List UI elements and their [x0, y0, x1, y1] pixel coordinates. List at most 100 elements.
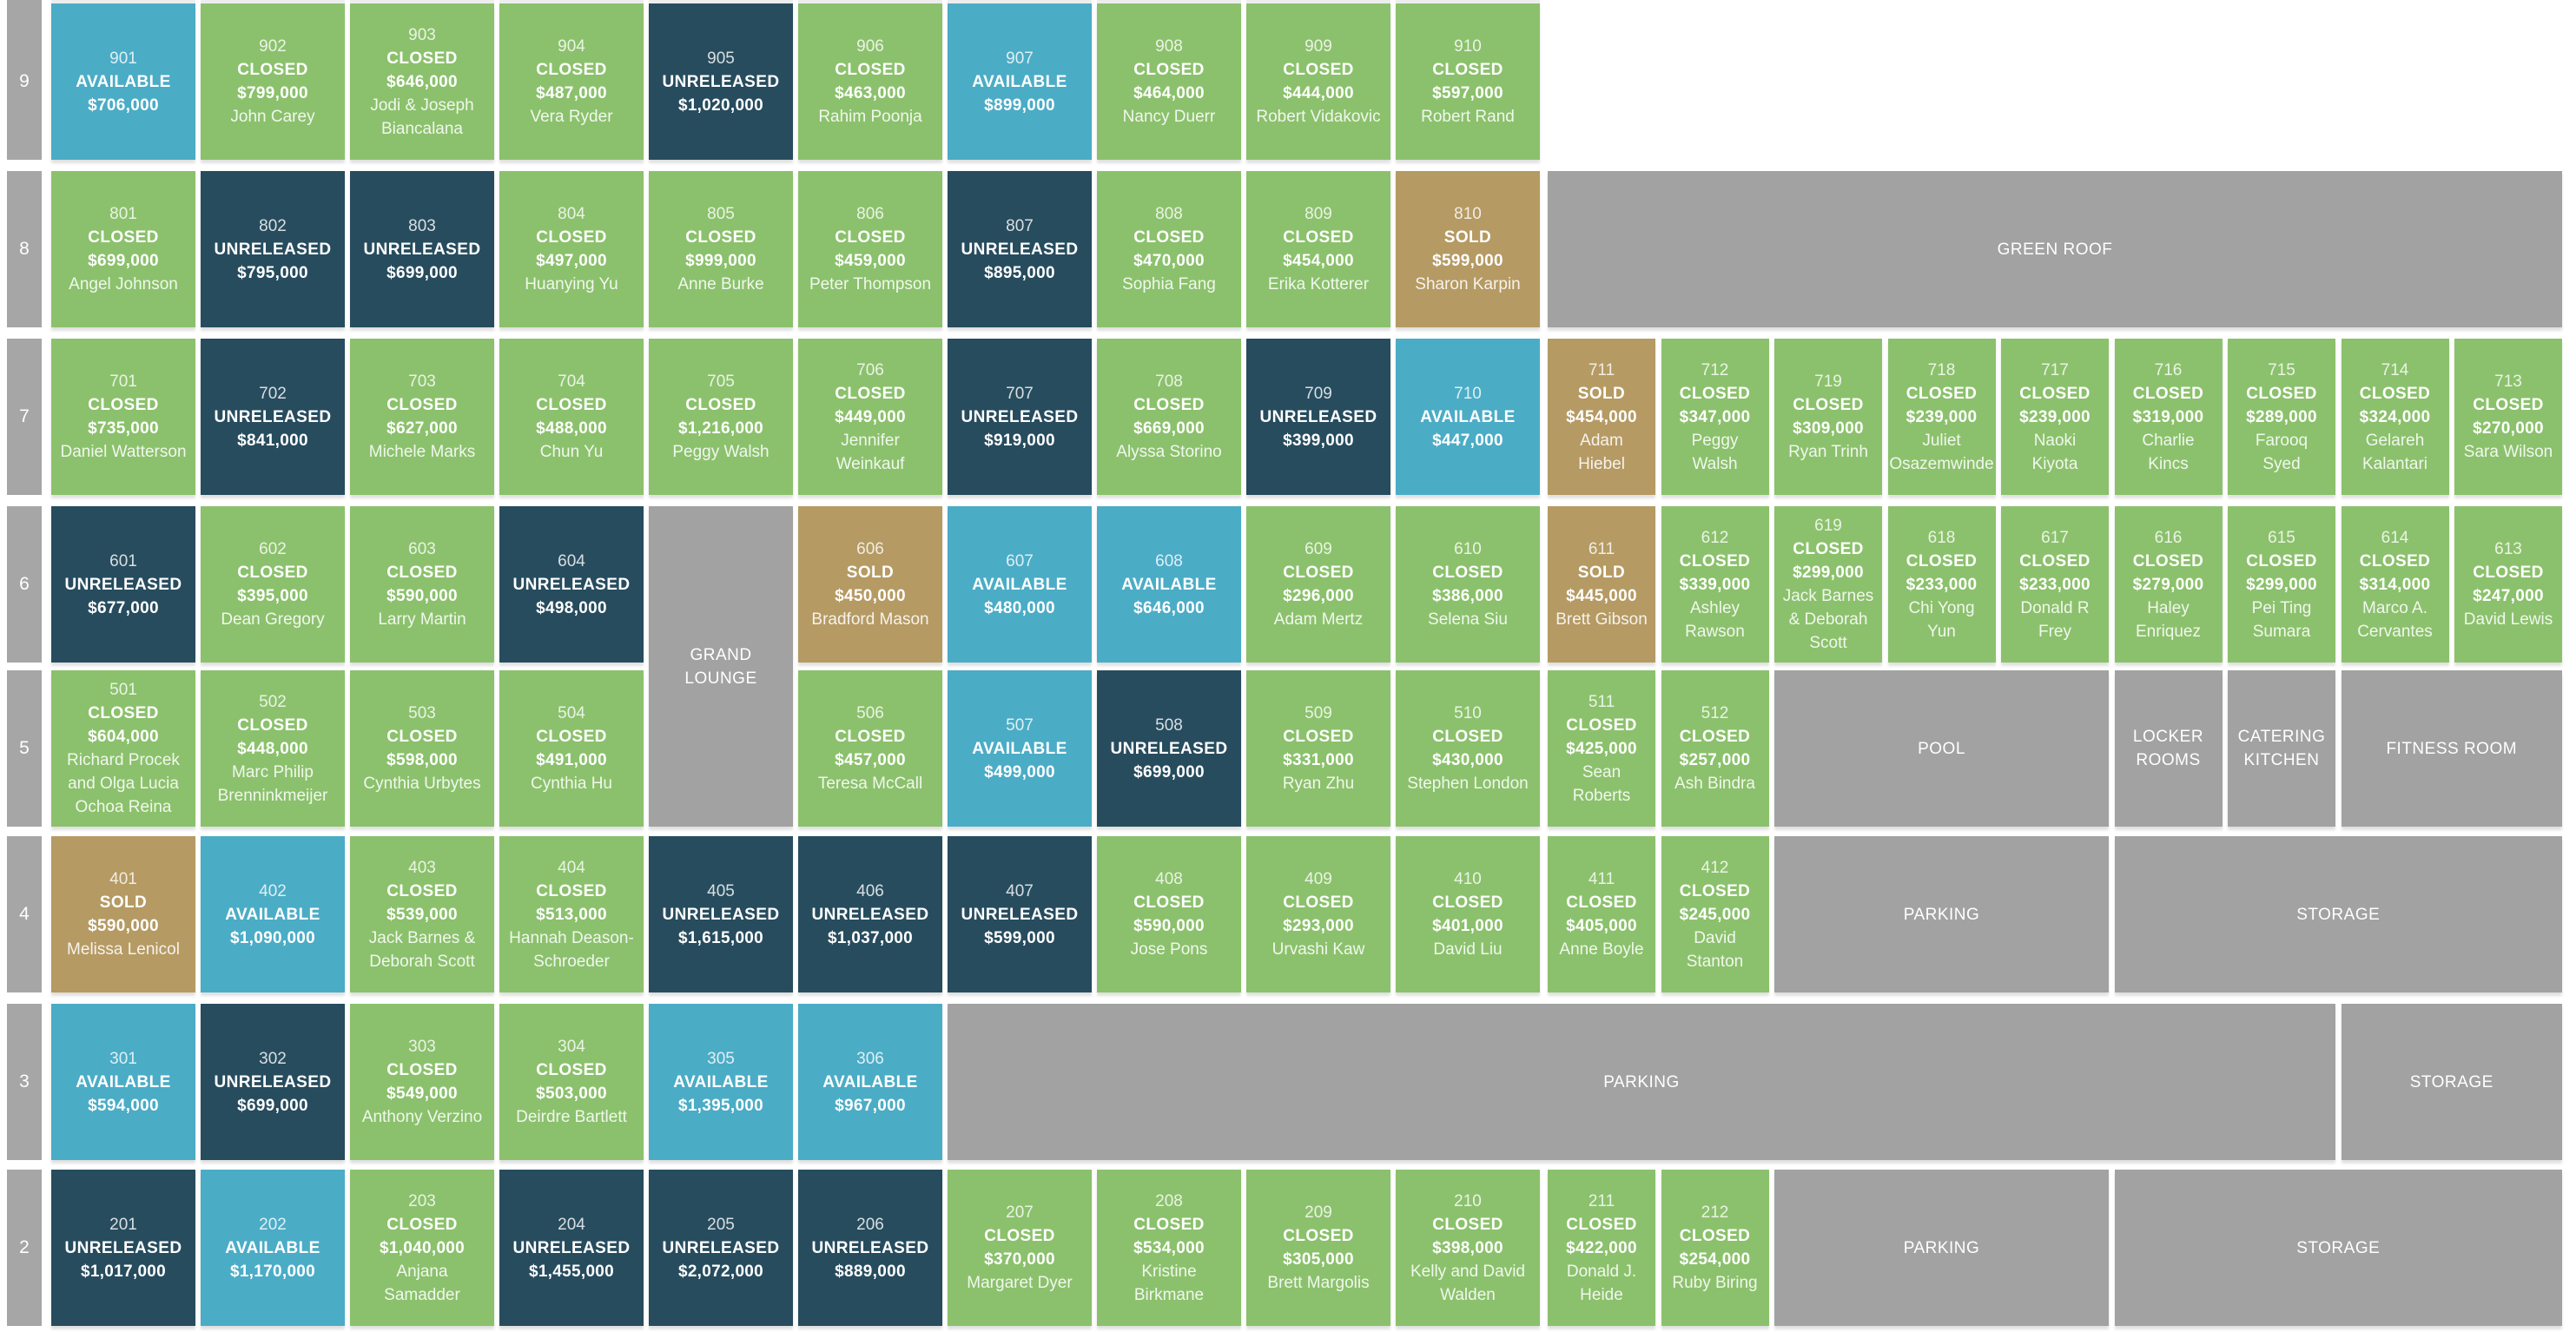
unit-909[interactable]: 909 CLOSED $444,000 Robert Vidakovic — [1246, 3, 1390, 160]
unit-601[interactable]: 601 UNRELEASED $677,000 — [51, 506, 195, 663]
unit-408[interactable]: 408 CLOSED $590,000 Jose Pons — [1097, 836, 1241, 992]
unit-802[interactable]: 802 UNRELEASED $795,000 — [201, 171, 345, 327]
unit-210[interactable]: 210 CLOSED $398,000 Kelly and David Walden — [1396, 1170, 1540, 1326]
unit-202[interactable]: 202 AVAILABLE $1,170,000 — [201, 1170, 345, 1326]
unit-205[interactable]: 205 UNRELEASED $2,072,000 — [649, 1170, 793, 1326]
unit-707[interactable]: 707 UNRELEASED $919,000 — [948, 339, 1092, 495]
unit-906[interactable]: 906 CLOSED $463,000 Rahim Poonja — [798, 3, 942, 160]
unit-616[interactable]: 616 CLOSED $279,000 Haley Enriquez — [2114, 506, 2223, 663]
unit-610[interactable]: 610 CLOSED $386,000 Selena Siu — [1396, 506, 1540, 663]
unit-602[interactable]: 602 CLOSED $395,000 Dean Gregory — [201, 506, 345, 663]
unit-405[interactable]: 405 UNRELEASED $1,615,000 — [649, 836, 793, 992]
unit-302[interactable]: 302 UNRELEASED $699,000 — [201, 1004, 345, 1160]
unit-201[interactable]: 201 UNRELEASED $1,017,000 — [51, 1170, 195, 1326]
unit-715[interactable]: 715 CLOSED $289,000 Farooq Syed — [2228, 339, 2335, 495]
unit-512[interactable]: 512 CLOSED $257,000 Ash Bindra — [1661, 670, 1769, 827]
unit-502[interactable]: 502 CLOSED $448,000 Marc Philip Brenninkmei… — [201, 670, 345, 827]
unit-301[interactable]: 301 AVAILABLE $594,000 — [51, 1004, 195, 1160]
unit-806[interactable]: 806 CLOSED $459,000 Peter Thompson — [798, 171, 942, 327]
unit-805[interactable]: 805 CLOSED $999,000 Anne Burke — [649, 171, 793, 327]
unit-808[interactable]: 808 CLOSED $470,000 Sophia Fang — [1097, 171, 1241, 327]
unit-711[interactable]: 711 SOLD $454,000 Adam Hiebel — [1548, 339, 1655, 495]
unit-702[interactable]: 702 UNRELEASED $841,000 — [201, 339, 345, 495]
unit-604[interactable]: 604 UNRELEASED $498,000 — [499, 506, 644, 663]
unit-609[interactable]: 609 CLOSED $296,000 Adam Mertz — [1246, 506, 1390, 663]
unit-710[interactable]: 710 AVAILABLE $447,000 — [1396, 339, 1540, 495]
unit-904[interactable]: 904 CLOSED $487,000 Vera Ryder — [499, 3, 644, 160]
unit-406[interactable]: 406 UNRELEASED $1,037,000 — [798, 836, 942, 992]
unit-617[interactable]: 617 CLOSED $233,000 Donald R Frey — [2001, 506, 2109, 663]
unit-status: CLOSED — [2246, 384, 2317, 403]
unit-412[interactable]: 412 CLOSED $245,000 David Stanton — [1661, 836, 1769, 992]
unit-706[interactable]: 706 CLOSED $449,000 Jennifer Weinkauf — [798, 339, 942, 495]
unit-712[interactable]: 712 CLOSED $347,000 Peggy Walsh — [1661, 339, 1769, 495]
unit-910[interactable]: 910 CLOSED $597,000 Robert Rand — [1396, 3, 1540, 160]
unit-401[interactable]: 401 SOLD $590,000 Melissa Lenicol — [51, 836, 195, 992]
unit-905[interactable]: 905 UNRELEASED $1,020,000 — [649, 3, 793, 160]
unit-713[interactable]: 713 CLOSED $270,000 Sara Wilson — [2454, 339, 2562, 495]
unit-611[interactable]: 611 SOLD $445,000 Brett Gibson — [1548, 506, 1655, 663]
unit-404[interactable]: 404 CLOSED $513,000 Hannah Deason-Schroeder — [499, 836, 644, 992]
unit-504[interactable]: 504 CLOSED $491,000 Cynthia Hu — [499, 670, 644, 827]
unit-510[interactable]: 510 CLOSED $430,000 Stephen London — [1396, 670, 1540, 827]
unit-901[interactable]: 901 AVAILABLE $706,000 — [51, 3, 195, 160]
unit-903[interactable]: 903 CLOSED $646,000 Jodi & Joseph Biancalan… — [350, 3, 494, 160]
unit-801[interactable]: 801 CLOSED $699,000 Angel Johnson — [51, 171, 195, 327]
unit-618[interactable]: 618 CLOSED $233,000 Chi Yong Yun — [1887, 506, 1996, 663]
unit-718[interactable]: 718 CLOSED $239,000 Juliet Osazemwinde — [1887, 339, 1996, 495]
unit-507[interactable]: 507 AVAILABLE $499,000 — [948, 670, 1092, 827]
unit-716[interactable]: 716 CLOSED $319,000 Charlie Kincs — [2114, 339, 2223, 495]
unit-410[interactable]: 410 CLOSED $401,000 David Liu — [1396, 836, 1540, 992]
unit-705[interactable]: 705 CLOSED $1,216,000 Peggy Walsh — [649, 339, 793, 495]
unit-704[interactable]: 704 CLOSED $488,000 Chun Yu — [499, 339, 644, 495]
unit-614[interactable]: 614 CLOSED $314,000 Marco A. Cervantes — [2341, 506, 2449, 663]
unit-807[interactable]: 807 UNRELEASED $895,000 — [948, 171, 1092, 327]
unit-509[interactable]: 509 CLOSED $331,000 Ryan Zhu — [1246, 670, 1390, 827]
unit-907[interactable]: 907 AVAILABLE $899,000 — [948, 3, 1092, 160]
unit-608[interactable]: 608 AVAILABLE $646,000 — [1097, 506, 1241, 663]
unit-804[interactable]: 804 CLOSED $497,000 Huanying Yu — [499, 171, 644, 327]
unit-615[interactable]: 615 CLOSED $299,000 Pei Ting Sumara — [2228, 506, 2335, 663]
unit-603[interactable]: 603 CLOSED $590,000 Larry Martin — [350, 506, 494, 663]
unit-211[interactable]: 211 CLOSED $422,000 Donald J. Heide — [1548, 1170, 1655, 1326]
unit-403[interactable]: 403 CLOSED $539,000 Jack Barnes & Deborah S… — [350, 836, 494, 992]
unit-203[interactable]: 203 CLOSED $1,040,000 Anjana Samadder — [350, 1170, 494, 1326]
unit-810[interactable]: 810 SOLD $599,000 Sharon Karpin — [1396, 171, 1540, 327]
unit-508[interactable]: 508 UNRELEASED $699,000 — [1097, 670, 1241, 827]
unit-402[interactable]: 402 AVAILABLE $1,090,000 — [201, 836, 345, 992]
unit-304[interactable]: 304 CLOSED $503,000 Deirdre Bartlett — [499, 1004, 644, 1160]
unit-708[interactable]: 708 CLOSED $669,000 Alyssa Storino — [1097, 339, 1241, 495]
unit-714[interactable]: 714 CLOSED $324,000 Gelareh Kalantari — [2341, 339, 2449, 495]
unit-204[interactable]: 204 UNRELEASED $1,455,000 — [499, 1170, 644, 1326]
unit-503[interactable]: 503 CLOSED $598,000 Cynthia Urbytes — [350, 670, 494, 827]
unit-411[interactable]: 411 CLOSED $405,000 Anne Boyle — [1548, 836, 1655, 992]
unit-809[interactable]: 809 CLOSED $454,000 Erika Kotterer — [1246, 171, 1390, 327]
unit-606[interactable]: 606 SOLD $450,000 Bradford Mason — [798, 506, 942, 663]
unit-506[interactable]: 506 CLOSED $457,000 Teresa McCall — [798, 670, 942, 827]
unit-208[interactable]: 208 CLOSED $534,000 Kristine Birkmane — [1097, 1170, 1241, 1326]
unit-407[interactable]: 407 UNRELEASED $599,000 — [948, 836, 1092, 992]
unit-409[interactable]: 409 CLOSED $293,000 Urvashi Kaw — [1246, 836, 1390, 992]
unit-305[interactable]: 305 AVAILABLE $1,395,000 — [649, 1004, 793, 1160]
unit-908[interactable]: 908 CLOSED $464,000 Nancy Duerr — [1097, 3, 1241, 160]
unit-719[interactable]: 719 CLOSED $309,000 Ryan Trinh — [1774, 339, 1882, 495]
unit-612[interactable]: 612 CLOSED $339,000 Ashley Rawson — [1661, 506, 1769, 663]
unit-209[interactable]: 209 CLOSED $305,000 Brett Margolis — [1246, 1170, 1390, 1326]
unit-306[interactable]: 306 AVAILABLE $967,000 — [798, 1004, 942, 1160]
unit-212[interactable]: 212 CLOSED $254,000 Ruby Biring — [1661, 1170, 1769, 1326]
unit-701[interactable]: 701 CLOSED $735,000 Daniel Watterson — [51, 339, 195, 495]
unit-607[interactable]: 607 AVAILABLE $480,000 — [948, 506, 1092, 663]
unit-717[interactable]: 717 CLOSED $239,000 Naoki Kiyota — [2001, 339, 2109, 495]
unit-803[interactable]: 803 UNRELEASED $699,000 — [350, 171, 494, 327]
unit-501[interactable]: 501 CLOSED $604,000 Richard Procek and Olga… — [51, 670, 195, 827]
unit-status: AVAILABLE — [972, 575, 1067, 594]
unit-709[interactable]: 709 UNRELEASED $399,000 — [1246, 339, 1390, 495]
unit-902[interactable]: 902 CLOSED $799,000 John Carey — [201, 3, 345, 160]
unit-613[interactable]: 613 CLOSED $247,000 David Lewis — [2454, 506, 2562, 663]
unit-303[interactable]: 303 CLOSED $549,000 Anthony Verzino — [350, 1004, 494, 1160]
unit-619[interactable]: 619 CLOSED $299,000 Jack Barnes & Deborah S… — [1774, 506, 1882, 663]
unit-511[interactable]: 511 CLOSED $425,000 Sean Roberts — [1548, 670, 1655, 827]
unit-703[interactable]: 703 CLOSED $627,000 Michele Marks — [350, 339, 494, 495]
unit-207[interactable]: 207 CLOSED $370,000 Margaret Dyer — [948, 1170, 1092, 1326]
unit-206[interactable]: 206 UNRELEASED $889,000 — [798, 1170, 942, 1326]
